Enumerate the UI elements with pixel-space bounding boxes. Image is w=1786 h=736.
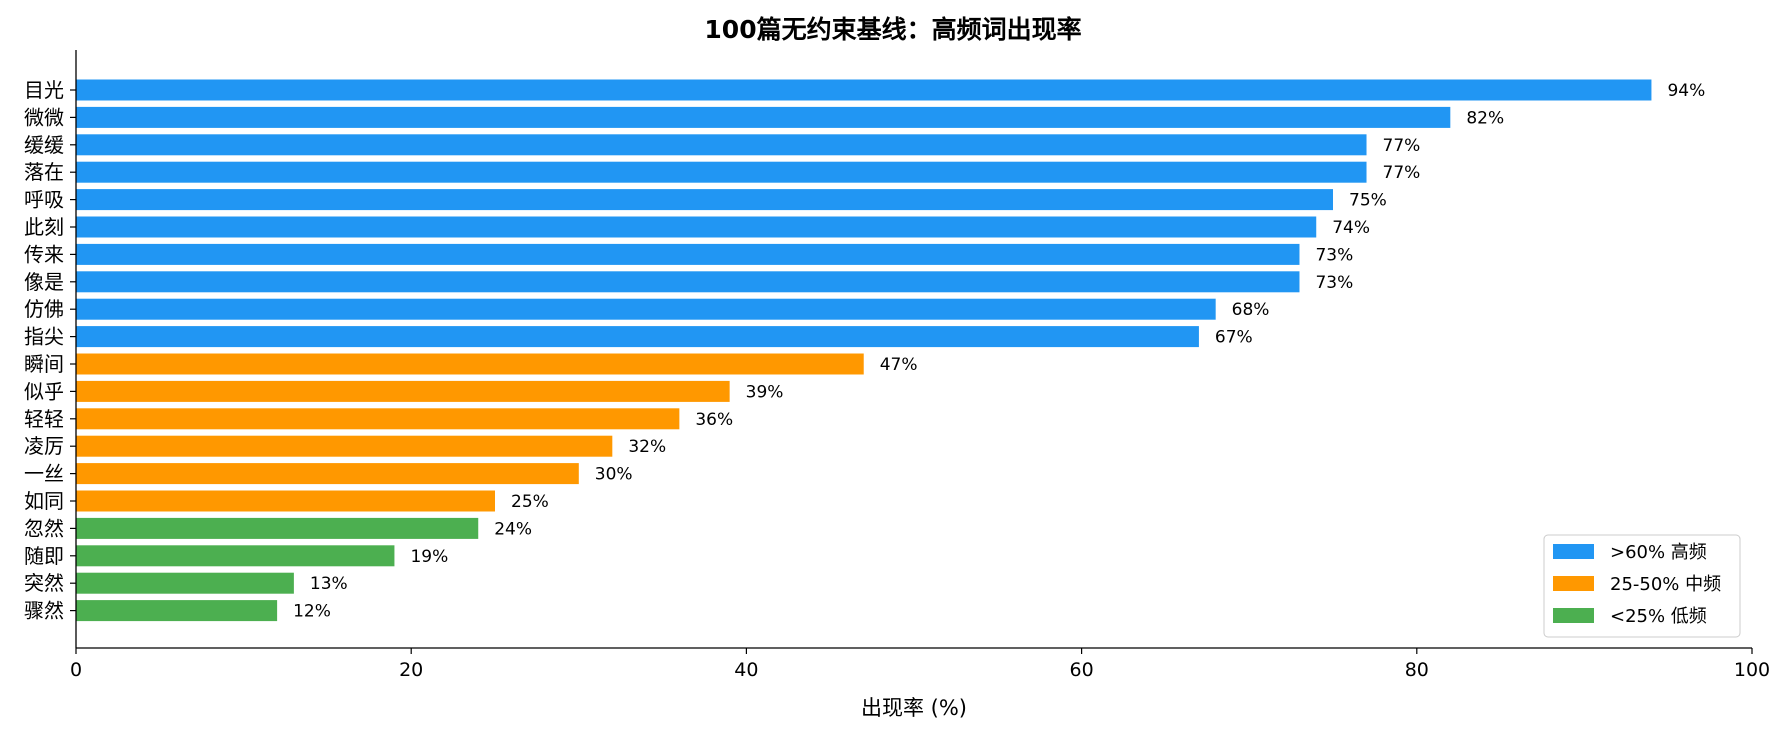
bar-12 — [76, 408, 680, 430]
bars-group: 目光 94% 微微 82% 缓缓 77% 落在 77% 呼吸 75% 此刻 74% 传来 73% 像是 73%… — [24, 78, 1705, 623]
bar-2 — [76, 134, 1367, 156]
category-label: 如同 — [24, 489, 64, 513]
category-label: 凌厉 — [24, 434, 64, 458]
category-label: 随即 — [24, 544, 64, 568]
bar-0 — [76, 79, 1652, 101]
category-label: 骤然 — [24, 599, 64, 623]
x-tick-label: 60 — [1070, 659, 1094, 681]
bar-16 — [76, 517, 479, 539]
data-label: 67% — [1215, 328, 1253, 348]
data-label: 13% — [310, 574, 348, 594]
category-label: 传来 — [24, 242, 64, 266]
data-label: 68% — [1232, 300, 1270, 320]
x-tick-label: 100 — [1734, 659, 1770, 681]
category-label: 微微 — [24, 105, 64, 129]
category-label: 突然 — [24, 571, 64, 595]
data-label: 30% — [595, 465, 633, 485]
x-tick-label: 40 — [734, 659, 758, 681]
data-label: 73% — [1315, 245, 1353, 265]
category-label: 落在 — [24, 160, 64, 184]
data-label: 73% — [1315, 273, 1353, 293]
category-label: 目光 — [24, 78, 64, 102]
bar-5 — [76, 216, 1317, 238]
data-label: 36% — [695, 410, 733, 430]
category-label: 瞬间 — [24, 352, 64, 376]
bar-6 — [76, 243, 1300, 265]
x-tick-label: 20 — [399, 659, 423, 681]
legend-label-low: <25% 低频 — [1610, 606, 1707, 627]
bar-4 — [76, 189, 1333, 211]
category-label: 轻轻 — [24, 407, 64, 431]
chart-title: 100篇无约束基线：高频词出现率 — [704, 15, 1081, 44]
legend-label-high: >60% 高频 — [1610, 542, 1707, 563]
category-label: 此刻 — [24, 215, 64, 239]
category-label: 像是 — [24, 270, 64, 294]
data-label: 19% — [410, 547, 448, 567]
x-axis-label: 出现率 (%) — [861, 696, 967, 720]
category-label: 忽然 — [24, 516, 64, 540]
bar-3 — [76, 161, 1367, 183]
data-label: 24% — [494, 519, 532, 539]
data-label: 74% — [1332, 218, 1370, 238]
bar-18 — [76, 572, 294, 594]
category-label: 仿佛 — [24, 297, 64, 321]
data-label: 77% — [1383, 136, 1421, 156]
category-label: 呼吸 — [24, 188, 64, 212]
data-label: 47% — [880, 355, 918, 375]
data-label: 12% — [293, 602, 331, 622]
legend-swatch-high — [1553, 544, 1594, 559]
bar-11 — [76, 380, 730, 402]
bar-15 — [76, 490, 495, 512]
legend-swatch-low — [1553, 608, 1594, 623]
data-label: 77% — [1383, 163, 1421, 183]
bar-17 — [76, 545, 395, 567]
legend: >60% 高频 25-50% 中频 <25% 低频 — [1543, 534, 1741, 638]
bar-9 — [76, 326, 1199, 348]
data-label: 75% — [1349, 191, 1387, 211]
legend-swatch-mid — [1553, 576, 1594, 591]
x-tick-label: 0 — [70, 659, 82, 681]
legend-label-mid: 25-50% 中频 — [1610, 574, 1721, 595]
bar-13 — [76, 435, 613, 457]
data-label: 82% — [1466, 108, 1504, 128]
data-label: 25% — [511, 492, 549, 512]
data-label: 94% — [1667, 81, 1705, 101]
bar-7 — [76, 271, 1300, 293]
x-tick-label: 80 — [1405, 659, 1429, 681]
category-label: 似乎 — [24, 379, 64, 403]
bar-1 — [76, 106, 1451, 128]
data-label: 39% — [746, 382, 784, 402]
bar-14 — [76, 463, 579, 485]
category-label: 指尖 — [24, 325, 64, 349]
bar-19 — [76, 600, 278, 622]
category-label: 一丝 — [24, 462, 64, 486]
bar-10 — [76, 353, 864, 375]
bar-8 — [76, 298, 1216, 320]
axes-group: 0 20 40 60 80 100 — [70, 50, 1770, 681]
data-label: 32% — [628, 437, 666, 457]
category-label: 缓缓 — [24, 133, 64, 157]
